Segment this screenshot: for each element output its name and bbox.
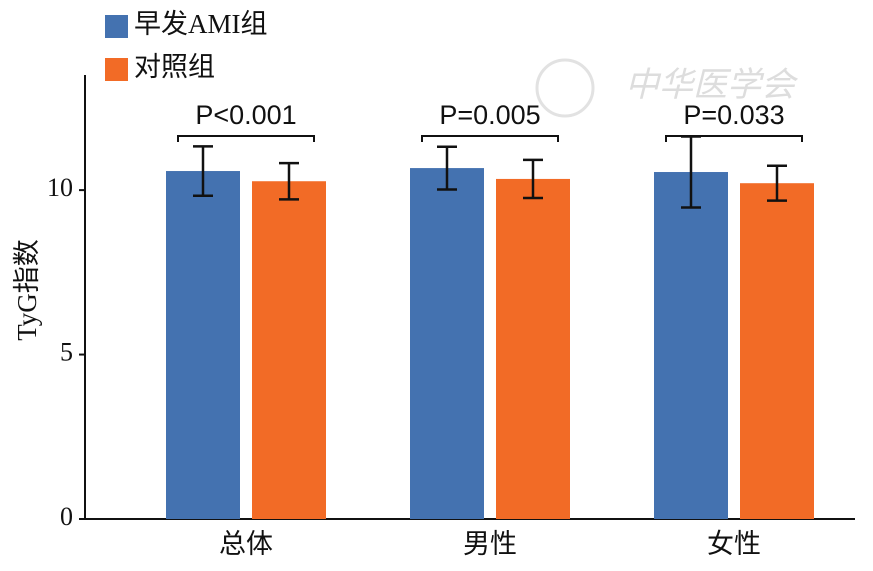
bar	[166, 171, 240, 519]
error-bar	[279, 161, 299, 201]
legend-swatch	[105, 15, 128, 38]
bar	[496, 178, 570, 519]
significance-label: P=0.033	[683, 100, 784, 130]
error-bar	[193, 145, 213, 197]
x-tick-label: 男性	[463, 529, 517, 559]
bar	[654, 172, 728, 519]
bar	[740, 183, 814, 519]
legend-swatch	[105, 58, 128, 81]
bar	[252, 181, 326, 519]
bar	[410, 168, 484, 519]
significance-bracket	[421, 135, 559, 142]
significance-bracket	[665, 135, 803, 142]
watermark-logo	[535, 58, 595, 118]
significance-label: P=0.005	[439, 100, 540, 130]
y-tick-label: 5	[60, 338, 73, 367]
error-bar	[437, 145, 457, 191]
y-axis-label: TyG指数	[12, 239, 42, 341]
legend-label: 对照组	[134, 52, 215, 82]
error-bar	[523, 158, 543, 200]
y-tick-label: 10	[47, 173, 73, 202]
x-tick-label: 总体	[219, 529, 273, 559]
watermark: 中华医学会	[625, 67, 799, 104]
error-bar	[767, 164, 787, 202]
legend-label: 早发AMI组	[134, 9, 268, 39]
significance-label: P<0.001	[195, 100, 296, 130]
x-tick-label: 女性	[707, 529, 761, 559]
significance-bracket	[177, 135, 315, 142]
y-tick-label: 0	[60, 502, 73, 531]
